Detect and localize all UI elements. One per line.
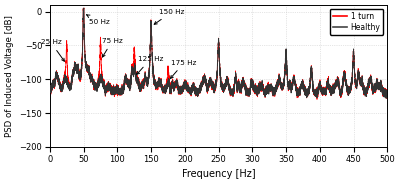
Text: 25 Hz: 25 Hz (40, 39, 64, 61)
Text: 175 Hz: 175 Hz (170, 60, 197, 78)
Text: 150 Hz: 150 Hz (154, 9, 184, 24)
Text: 50 Hz: 50 Hz (87, 15, 110, 25)
Text: 75 Hz: 75 Hz (102, 38, 122, 57)
X-axis label: Frequency [Hz]: Frequency [Hz] (182, 169, 255, 179)
Y-axis label: PSD of Induced Voltage [dB]: PSD of Induced Voltage [dB] (5, 15, 14, 137)
Legend: 1 turn, Healthy: 1 turn, Healthy (330, 9, 384, 35)
Text: 125 Hz: 125 Hz (137, 56, 163, 74)
